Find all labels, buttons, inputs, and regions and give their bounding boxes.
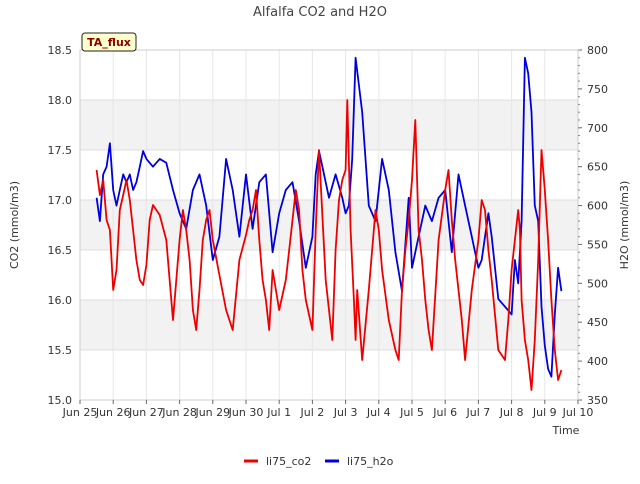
y-right-tick-label: 750 — [587, 83, 608, 96]
ta-flux-badge: TA_flux — [81, 32, 137, 52]
x-tick-label: Jul 9 — [532, 406, 557, 419]
y-tick-label: 16.5 — [48, 244, 73, 257]
x-tick-label: Jul 6 — [432, 406, 457, 419]
left-axis: 15.0 15.5 16.0 16.5 17.0 17.5 18.0 18.5 — [48, 44, 73, 407]
y-tick-label: 15.0 — [48, 394, 73, 407]
background-band — [80, 100, 578, 150]
legend-label-li75_h2o: li75_h2o — [347, 455, 394, 468]
y-right-tick-label: 650 — [587, 161, 608, 174]
plot-frame — [79, 49, 579, 401]
x-tick-label: Jul 7 — [466, 406, 491, 419]
y-tick-label: 18.5 — [48, 44, 73, 57]
y-tick-label: 16.0 — [48, 294, 73, 307]
y-right-tick-label: 550 — [587, 238, 608, 251]
series-line-li75_h2o — [95, 56, 563, 378]
y-right-tick-label: 400 — [587, 355, 608, 368]
badge-label: TA_flux — [87, 36, 131, 49]
y-tick-label: 18.0 — [48, 94, 73, 107]
y-right-tick-label: 600 — [587, 200, 608, 213]
y-tick-label: 15.5 — [48, 344, 73, 357]
x-tick-label: Jul 3 — [333, 406, 358, 419]
legend: li75_co2 li75_h2o — [244, 455, 394, 468]
x-tick-label: Jul 2 — [300, 406, 325, 419]
y-right-tick-label: 700 — [587, 122, 608, 135]
chart-title: Alfalfa CO2 and H2O — [253, 5, 387, 20]
y-tick-label: 17.5 — [48, 144, 73, 157]
y-tick-label: 17.0 — [48, 194, 73, 207]
x-tick-label: Jul 5 — [399, 406, 424, 419]
series-line-li75_co2 — [95, 99, 563, 391]
y-right-tick-label: 450 — [587, 316, 608, 329]
x-tick-label: Jul 8 — [499, 406, 524, 419]
y-axis-label: CO2 (mmol/m3) — [8, 181, 21, 269]
series-layer — [95, 56, 563, 391]
x-tick-label: Jun 29 — [194, 406, 230, 419]
y-axis-right-label: H2O (mmol/m3) — [618, 181, 631, 270]
x-tick-label: Jun 28 — [161, 406, 197, 419]
x-tick-label: Jul 10 — [562, 406, 594, 419]
legend-label-li75_co2: li75_co2 — [266, 455, 311, 468]
y-right-tick-label: 350 — [587, 394, 608, 407]
badge-box — [81, 32, 137, 52]
x-axis-label: Time — [552, 424, 580, 437]
x-tick-label: Jun 25 — [62, 406, 98, 419]
y-right-tick-label: 500 — [587, 277, 608, 290]
right-axis: 350 400 450 500 550 600 650 700 750 800 — [578, 44, 608, 407]
y-right-tick-label: 800 — [587, 44, 608, 57]
x-tick-label: Jun 26 — [95, 406, 131, 419]
x-tick-label: Jul 1 — [266, 406, 291, 419]
x-tick-label: Jun 27 — [128, 406, 164, 419]
x-tick-label: Jul 4 — [366, 406, 391, 419]
x-tick-label: Jun 30 — [228, 406, 264, 419]
